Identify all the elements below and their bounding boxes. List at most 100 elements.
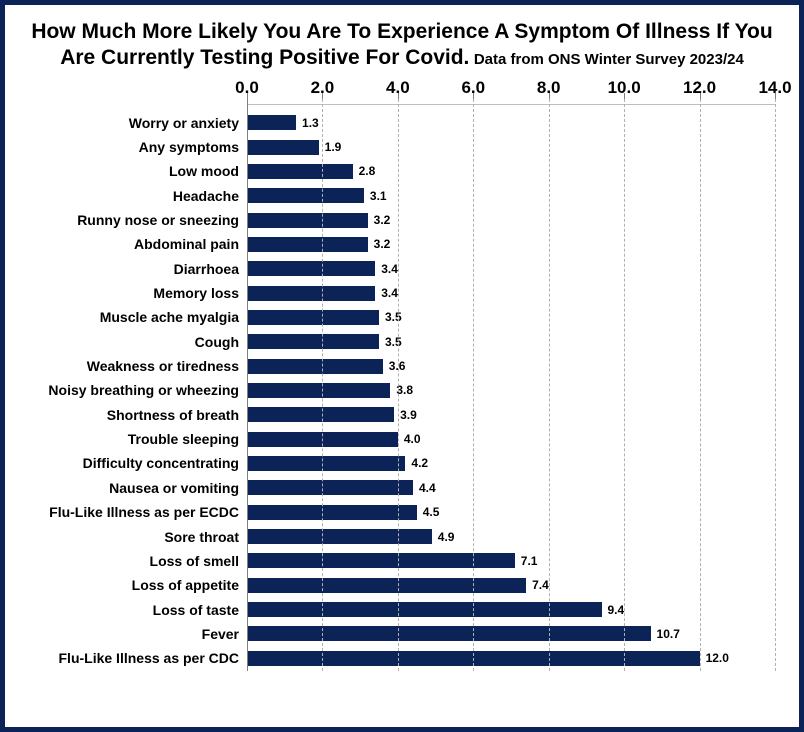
bar-row: Any symptoms1.9 — [247, 135, 775, 159]
bar-row: Runny nose or sneezing3.2 — [247, 208, 775, 232]
bar — [247, 480, 413, 495]
bar-value-label: 4.0 — [404, 432, 421, 446]
bar-value-label: 12.0 — [706, 651, 729, 665]
bar-category-label: Nausea or vomiting — [109, 480, 247, 496]
bar — [247, 626, 651, 641]
bar — [247, 164, 353, 179]
bar-row: Difficulty concentrating4.2 — [247, 451, 775, 475]
gridline — [775, 99, 776, 671]
bar-category-label: Fever — [202, 626, 247, 642]
bar-row: Flu-Like Illness as per CDC12.0 — [247, 646, 775, 670]
bar-category-label: Low mood — [169, 163, 247, 179]
bar — [247, 505, 417, 520]
bar — [247, 286, 375, 301]
bar-row: Worry or anxiety1.3 — [247, 111, 775, 135]
bar-category-label: Flu-Like Illness as per ECDC — [49, 504, 247, 520]
bar — [247, 578, 526, 593]
bar — [247, 213, 368, 228]
bar-value-label: 3.5 — [385, 310, 402, 324]
bar-row: Fever10.7 — [247, 622, 775, 646]
bar — [247, 407, 394, 422]
chart-frame: How Much More Likely You Are To Experien… — [0, 0, 804, 732]
bar-category-label: Sore throat — [164, 529, 247, 545]
bar-category-label: Loss of smell — [150, 553, 247, 569]
bar-value-label: 4.2 — [411, 456, 428, 470]
bar-value-label: 4.9 — [438, 530, 455, 544]
bar-row: Cough3.5 — [247, 330, 775, 354]
bar — [247, 115, 296, 130]
bar-category-label: Memory loss — [153, 285, 247, 301]
bar-value-label: 4.4 — [419, 481, 436, 495]
bar-value-label: 1.3 — [302, 116, 319, 130]
gridline — [322, 99, 323, 671]
gridline — [247, 99, 248, 671]
bar-category-label: Runny nose or sneezing — [77, 212, 247, 228]
bar-value-label: 3.4 — [381, 286, 398, 300]
bar — [247, 261, 375, 276]
bar-category-label: Weakness or tiredness — [87, 358, 247, 374]
bar-row: Nausea or vomiting4.4 — [247, 476, 775, 500]
bar-category-label: Trouble sleeping — [128, 431, 247, 447]
bar-value-label: 3.4 — [381, 262, 398, 276]
bar — [247, 188, 364, 203]
bar-row: Headache3.1 — [247, 184, 775, 208]
bar-value-label: 7.4 — [532, 578, 549, 592]
bar-row: Noisy breathing or wheezing3.8 — [247, 378, 775, 402]
bar-value-label: 3.2 — [374, 237, 391, 251]
bar-category-label: Muscle ache myalgia — [100, 309, 247, 325]
bar-row: Shortness of breath3.9 — [247, 403, 775, 427]
bar-row: Trouble sleeping4.0 — [247, 427, 775, 451]
bar-row: Loss of taste9.4 — [247, 597, 775, 621]
gridline — [700, 99, 701, 671]
x-axis-tick-labels: 0.02.04.06.08.010.012.014.0 — [247, 78, 775, 104]
gridline — [624, 99, 625, 671]
bars-container: Worry or anxiety1.3Any symptoms1.9Low mo… — [247, 105, 775, 671]
gridline — [398, 99, 399, 671]
bar — [247, 310, 379, 325]
bar-category-label: Noisy breathing or wheezing — [48, 382, 247, 398]
bar-value-label: 3.2 — [374, 213, 391, 227]
bar-row: Memory loss3.4 — [247, 281, 775, 305]
bar-category-label: Loss of taste — [153, 602, 247, 618]
bar — [247, 140, 319, 155]
gridline — [549, 99, 550, 671]
plot-area: Worry or anxiety1.3Any symptoms1.9Low mo… — [247, 104, 775, 671]
bar-row: Loss of smell7.1 — [247, 549, 775, 573]
bar-value-label: 3.5 — [385, 335, 402, 349]
bar-row: Muscle ache myalgia3.5 — [247, 305, 775, 329]
bar-category-label: Abdominal pain — [134, 236, 247, 252]
bar-category-label: Difficulty concentrating — [83, 455, 247, 471]
bar-category-label: Diarrhoea — [174, 261, 247, 277]
bar-category-label: Cough — [195, 334, 247, 350]
bar-category-label: Any symptoms — [139, 139, 247, 155]
bar-row: Sore throat4.9 — [247, 524, 775, 548]
bar-value-label: 7.1 — [521, 554, 538, 568]
bar-value-label: 4.5 — [423, 505, 440, 519]
bar-row: Loss of appetite7.4 — [247, 573, 775, 597]
bar-value-label: 3.1 — [370, 189, 387, 203]
bar — [247, 359, 383, 374]
bar-value-label: 2.8 — [359, 164, 376, 178]
bar-category-label: Flu-Like Illness as per CDC — [59, 650, 248, 666]
bar-category-label: Loss of appetite — [132, 577, 247, 593]
bar — [247, 334, 379, 349]
chart-title-block: How Much More Likely You Are To Experien… — [29, 19, 775, 72]
bar-category-label: Headache — [173, 188, 247, 204]
bar-value-label: 1.9 — [325, 140, 342, 154]
bar — [247, 553, 515, 568]
gridline — [473, 99, 474, 671]
chart-wrap: 0.02.04.06.08.010.012.014.0 Worry or anx… — [29, 78, 775, 671]
bar-value-label: 3.9 — [400, 408, 417, 422]
bar-row: Weakness or tiredness3.6 — [247, 354, 775, 378]
bar — [247, 529, 432, 544]
chart-title-sub: Data from ONS Winter Survey 2023/24 — [474, 51, 744, 68]
bar — [247, 237, 368, 252]
bar-category-label: Worry or anxiety — [129, 115, 247, 131]
bar-row: Diarrhoea3.4 — [247, 257, 775, 281]
bar — [247, 383, 390, 398]
bar-row: Abdominal pain3.2 — [247, 232, 775, 256]
bar-category-label: Shortness of breath — [107, 407, 247, 423]
bar-row: Flu-Like Illness as per ECDC4.5 — [247, 500, 775, 524]
bar-value-label: 10.7 — [657, 627, 680, 641]
bar — [247, 456, 405, 471]
